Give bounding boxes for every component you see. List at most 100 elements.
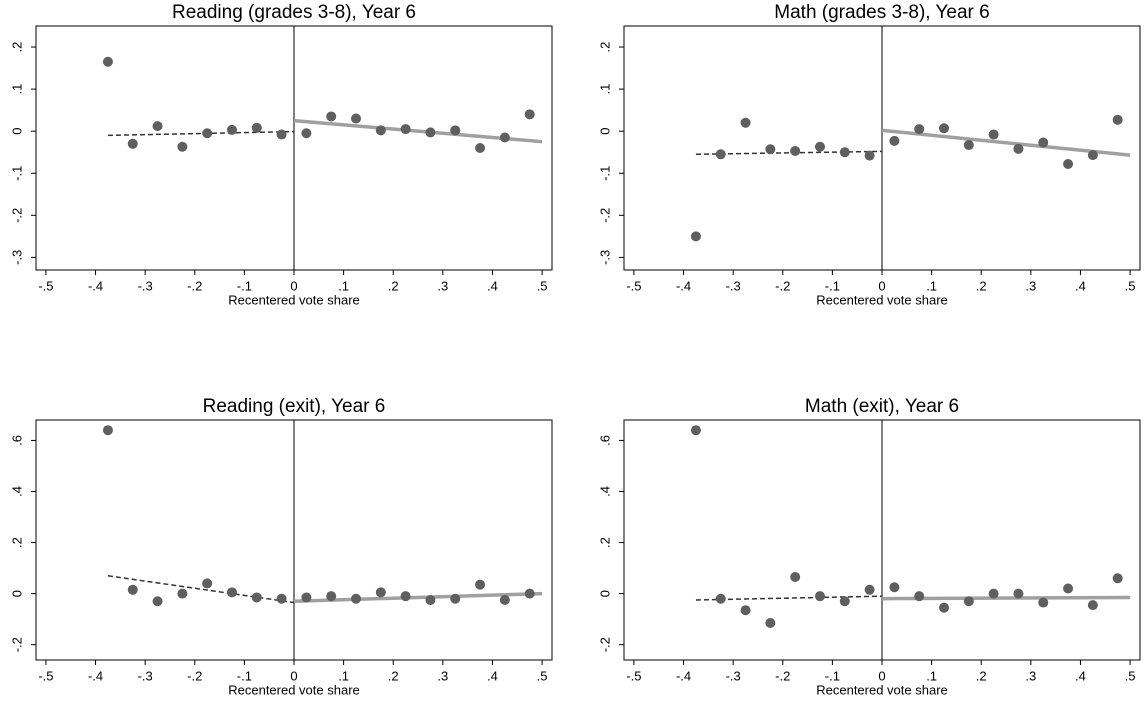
panel: Reading (grades 3-8), Year 6 -.5 -.4 -.3 -.2… (9, 2, 553, 307)
x-tick-label: .4 (1075, 668, 1086, 683)
data-point (102, 56, 113, 67)
data-point (814, 141, 825, 152)
data-point (814, 591, 825, 602)
x-tick-label: -.2 (775, 668, 790, 683)
data-point (1087, 150, 1098, 161)
x-tick-label: -.1 (825, 668, 840, 683)
data-point (839, 147, 850, 158)
y-tick-label: -.1 (9, 166, 24, 181)
data-point (524, 109, 535, 120)
x-tick-label: 0 (878, 278, 885, 293)
data-point (914, 591, 925, 602)
data-point (475, 579, 486, 590)
x-tick-label: .1 (926, 668, 937, 683)
data-point (1063, 158, 1074, 169)
x-tick-label: .3 (437, 278, 448, 293)
x-tick-label: .5 (1125, 668, 1136, 683)
x-tick-label: .1 (926, 278, 937, 293)
data-point (1112, 573, 1123, 584)
y-tick-label: .4 (597, 486, 612, 497)
data-point (740, 117, 751, 128)
data-point (102, 425, 113, 436)
data-point (351, 593, 362, 604)
x-tick-label: 0 (290, 278, 297, 293)
x-tick-label: -.3 (138, 668, 153, 683)
data-point (715, 593, 726, 604)
data-point (375, 125, 386, 136)
data-point (177, 141, 188, 152)
data-point (1013, 143, 1024, 154)
x-tick-label: .4 (1075, 278, 1086, 293)
x-tick-label: -.2 (187, 278, 202, 293)
y-tick-label: -.2 (9, 208, 24, 223)
x-tick-label: 0 (878, 668, 885, 683)
x-tick-label: -.4 (676, 278, 691, 293)
data-point (1013, 588, 1024, 599)
data-point (226, 124, 237, 135)
data-point (715, 149, 726, 160)
x-tick-label: -.3 (726, 278, 741, 293)
x-tick-label: .4 (487, 668, 498, 683)
data-point (790, 145, 801, 156)
y-tick-label: 0 (9, 590, 24, 597)
y-tick-label: 0 (597, 590, 612, 597)
y-tick-label: 0 (597, 128, 612, 135)
x-tick-label: -.5 (38, 668, 53, 683)
x-axis-label: Recentered vote share (228, 682, 360, 697)
y-tick-label: .2 (597, 42, 612, 53)
y-tick-label: .6 (9, 435, 24, 446)
data-point (450, 125, 461, 136)
data-point (524, 588, 535, 599)
x-tick-label: -.5 (626, 278, 641, 293)
y-tick-label: .2 (597, 537, 612, 548)
chart-title: Math (grades 3-8), Year 6 (774, 2, 989, 23)
y-tick-label: -.2 (9, 637, 24, 652)
data-point (690, 425, 701, 436)
data-point (839, 596, 850, 607)
fit-line (107, 575, 295, 604)
y-tick-label: .1 (9, 84, 24, 95)
data-point (765, 617, 776, 628)
x-tick-label: -.3 (138, 278, 153, 293)
x-tick-label: .3 (1025, 278, 1036, 293)
data-point (326, 111, 337, 122)
data-point (251, 122, 262, 133)
y-tick-label: .1 (597, 84, 612, 95)
data-point (939, 123, 950, 134)
fit-line (293, 591, 543, 604)
data-point (177, 588, 188, 599)
data-point (326, 591, 337, 602)
x-tick-label: .2 (388, 668, 399, 683)
y-tick-label: .6 (597, 435, 612, 446)
data-point (400, 591, 411, 602)
data-point (475, 143, 486, 153)
chart-title: Reading (exit), Year 6 (203, 396, 386, 417)
x-axis-label: Recentered vote share (816, 292, 948, 307)
data-point (276, 593, 287, 604)
data-point (375, 587, 386, 598)
fit-line (881, 128, 1131, 157)
data-point (963, 140, 974, 151)
x-tick-label: .2 (976, 278, 987, 293)
data-point (1063, 583, 1074, 594)
data-point (790, 572, 801, 583)
x-tick-label: .2 (388, 278, 399, 293)
panel: Reading (exit), Year 6 -.5 -.4 -.3 -.2 -.1 0 .1… (9, 396, 553, 697)
data-point (226, 587, 237, 598)
data-point (127, 584, 138, 595)
chart-title: Math (exit), Year 6 (805, 396, 959, 417)
x-tick-label: .5 (537, 278, 548, 293)
data-point (450, 593, 461, 604)
fit-line (107, 130, 295, 137)
data-point (864, 584, 875, 595)
x-tick-label: .5 (537, 668, 548, 683)
y-tick-label: .4 (9, 486, 24, 497)
y-tick-label: -.2 (597, 208, 612, 223)
data-point (963, 596, 974, 607)
x-tick-label: -.1 (237, 278, 252, 293)
y-tick-label: 0 (9, 128, 24, 135)
x-tick-label: -.4 (88, 278, 103, 293)
chart-title: Reading (grades 3-8), Year 6 (172, 2, 416, 23)
